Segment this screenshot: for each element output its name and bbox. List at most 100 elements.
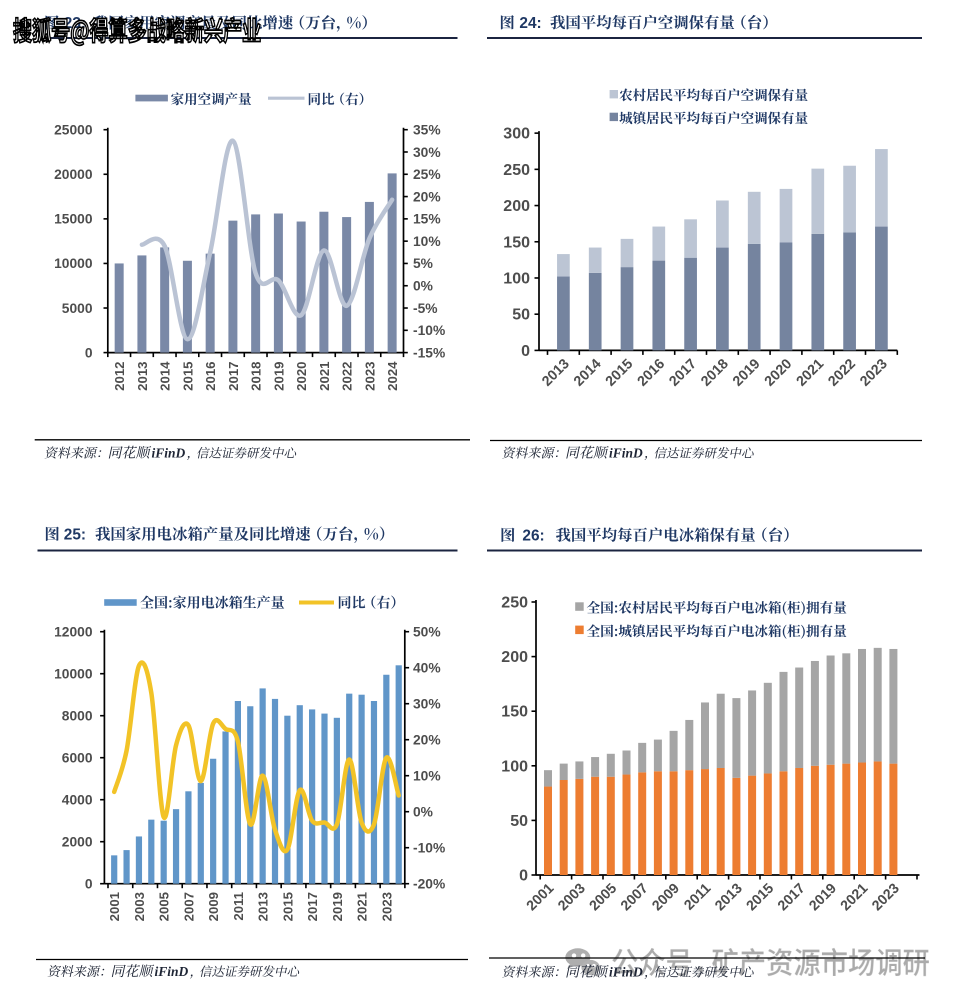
svg-text:2020: 2020 xyxy=(762,356,796,390)
svg-text:2020: 2020 xyxy=(294,362,309,391)
svg-text:6000: 6000 xyxy=(62,751,93,766)
svg-text:2016: 2016 xyxy=(634,356,668,390)
svg-text:30%: 30% xyxy=(413,697,441,712)
svg-text:26:: 26: xyxy=(522,528,544,545)
svg-text:20%: 20% xyxy=(413,189,441,204)
svg-text:2005: 2005 xyxy=(586,880,620,914)
svg-text:24:: 24: xyxy=(519,15,541,32)
svg-text:100: 100 xyxy=(501,758,528,775)
svg-text:2011: 2011 xyxy=(681,880,714,913)
svg-text:0%: 0% xyxy=(413,279,433,294)
svg-text:2022: 2022 xyxy=(825,356,859,390)
svg-text:150: 150 xyxy=(501,704,528,721)
svg-text:-15%: -15% xyxy=(413,345,445,360)
svg-text:12000: 12000 xyxy=(54,625,93,640)
svg-text:2003: 2003 xyxy=(555,880,589,914)
svg-text:2021: 2021 xyxy=(838,880,872,914)
svg-text:50%: 50% xyxy=(413,625,441,640)
svg-text:0: 0 xyxy=(85,877,93,892)
svg-text:2011: 2011 xyxy=(231,892,246,921)
svg-text:2024: 2024 xyxy=(385,361,400,391)
svg-text:2017: 2017 xyxy=(666,356,700,390)
svg-text:iFinD: iFinD xyxy=(609,965,643,980)
svg-text:200: 200 xyxy=(503,198,530,215)
svg-text:50: 50 xyxy=(510,813,528,830)
svg-text:2003: 2003 xyxy=(132,892,147,921)
svg-text:2014: 2014 xyxy=(158,361,173,391)
svg-text:-10%: -10% xyxy=(413,841,445,856)
svg-text:15%: 15% xyxy=(413,212,441,227)
svg-text:25:: 25: xyxy=(64,527,86,544)
svg-text:2015: 2015 xyxy=(180,362,195,391)
svg-text:2015: 2015 xyxy=(603,356,637,390)
svg-text:2023: 2023 xyxy=(869,880,903,914)
svg-text:2018: 2018 xyxy=(249,362,264,391)
svg-text:20000: 20000 xyxy=(54,167,93,182)
svg-text:35%: 35% xyxy=(413,123,441,138)
svg-text:-20%: -20% xyxy=(413,877,445,892)
svg-text:2021: 2021 xyxy=(355,892,370,921)
svg-text:2017: 2017 xyxy=(305,892,320,921)
svg-text:40%: 40% xyxy=(413,661,441,676)
svg-text:10%: 10% xyxy=(413,234,441,249)
svg-text:8000: 8000 xyxy=(62,709,93,724)
svg-text:10000: 10000 xyxy=(54,667,93,682)
svg-text:25000: 25000 xyxy=(54,123,93,138)
svg-text:10%: 10% xyxy=(413,769,441,784)
svg-text:0: 0 xyxy=(85,345,93,360)
svg-text:iFinD: iFinD xyxy=(152,446,186,461)
svg-text:250: 250 xyxy=(503,162,530,179)
svg-text:300: 300 xyxy=(503,126,530,143)
svg-text:2023: 2023 xyxy=(362,362,377,391)
svg-text:2016: 2016 xyxy=(203,362,218,391)
svg-text:200: 200 xyxy=(501,649,528,666)
svg-text:0: 0 xyxy=(519,868,528,885)
svg-text:iFinD: iFinD xyxy=(155,964,189,979)
svg-text:-5%: -5% xyxy=(413,301,438,316)
svg-text:2015: 2015 xyxy=(743,880,777,914)
svg-text:0%: 0% xyxy=(413,805,433,820)
svg-text:2013: 2013 xyxy=(135,362,150,391)
svg-text:2017: 2017 xyxy=(775,880,809,914)
svg-text:2009: 2009 xyxy=(206,892,221,921)
svg-text:15000: 15000 xyxy=(54,212,93,227)
svg-text:2017: 2017 xyxy=(226,362,241,391)
svg-text:0: 0 xyxy=(521,343,530,360)
svg-text:20%: 20% xyxy=(413,733,441,748)
svg-text:100: 100 xyxy=(503,270,530,287)
svg-text:2013: 2013 xyxy=(256,892,271,921)
svg-text:50: 50 xyxy=(512,307,530,324)
svg-text:2022: 2022 xyxy=(340,362,355,391)
svg-text:2001: 2001 xyxy=(524,880,558,914)
svg-text:2019: 2019 xyxy=(271,362,286,391)
svg-text:2023: 2023 xyxy=(379,892,394,921)
svg-text:2018: 2018 xyxy=(698,356,732,390)
svg-text:2013: 2013 xyxy=(539,356,573,390)
svg-text:2000: 2000 xyxy=(62,835,93,850)
svg-text:iFinD: iFinD xyxy=(609,446,643,461)
svg-text:-10%: -10% xyxy=(413,323,445,338)
svg-text:2019: 2019 xyxy=(730,356,764,390)
svg-text:2019: 2019 xyxy=(806,880,840,914)
svg-text:2009: 2009 xyxy=(649,880,683,914)
svg-text:2013: 2013 xyxy=(712,880,746,914)
svg-text:2021: 2021 xyxy=(317,362,332,391)
svg-text:5000: 5000 xyxy=(62,301,93,316)
svg-text:30%: 30% xyxy=(413,145,441,160)
svg-text:2001: 2001 xyxy=(107,892,122,921)
svg-text:2015: 2015 xyxy=(280,892,295,921)
svg-text:2005: 2005 xyxy=(157,892,172,921)
svg-text:2012: 2012 xyxy=(112,362,127,391)
svg-text:2021: 2021 xyxy=(793,356,827,390)
svg-text:5%: 5% xyxy=(413,256,433,271)
svg-text:250: 250 xyxy=(501,595,528,612)
svg-text:2007: 2007 xyxy=(181,892,196,921)
svg-text:2019: 2019 xyxy=(330,892,345,921)
svg-text:150: 150 xyxy=(503,234,530,251)
svg-text:2014: 2014 xyxy=(571,356,605,390)
svg-text:2007: 2007 xyxy=(618,880,652,914)
svg-text:25%: 25% xyxy=(413,167,441,182)
svg-text:10000: 10000 xyxy=(54,256,93,271)
svg-text:2023: 2023 xyxy=(857,356,891,390)
svg-text:4000: 4000 xyxy=(62,793,93,808)
